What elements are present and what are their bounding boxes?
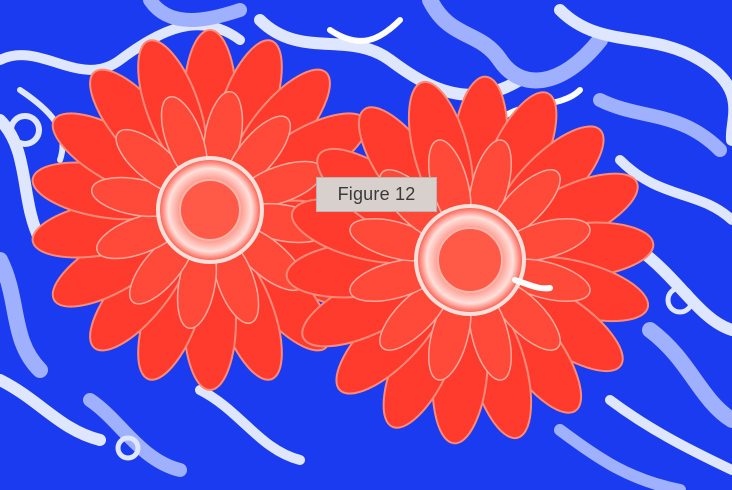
- figure-caption-text: Figure 12: [337, 184, 416, 204]
- right-flower: [285, 75, 655, 445]
- figure-caption: Figure 12: [316, 177, 437, 212]
